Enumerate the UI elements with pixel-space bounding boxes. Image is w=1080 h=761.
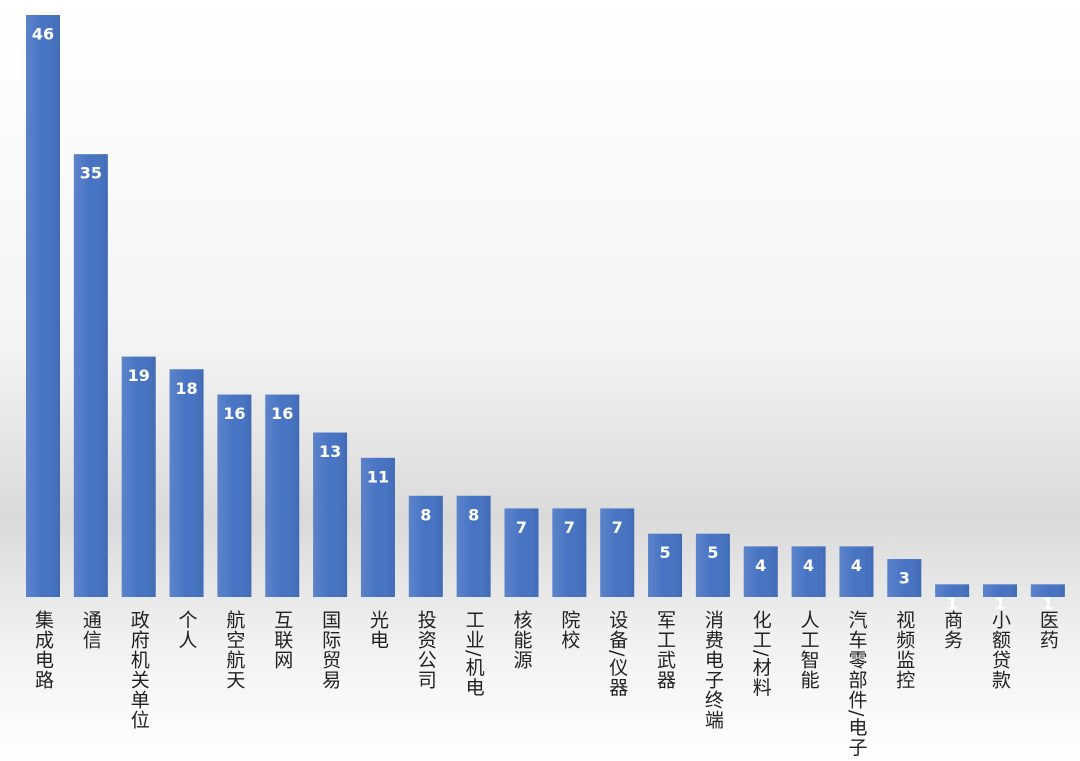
x-tick-label: 投资公司 [414,610,437,690]
x-tick-label: 光电 [366,610,389,650]
x-tick-label: 商务 [941,610,964,650]
x-tick-label: 医药 [1036,610,1059,650]
x-tick-label: 消费电子终端 [701,610,724,730]
value-label: 4 [851,556,862,575]
x-tick-label: 设备/仪器 [606,610,629,698]
x-tick-label: 政府机关单位 [127,610,150,730]
x-tick-label: 互联网 [271,610,294,670]
value-label: 19 [128,366,150,385]
value-label: 4 [755,556,766,575]
x-tick-label: 核能源 [510,610,533,670]
bar [73,154,108,597]
x-tick-label: 国际贸易 [319,610,342,690]
value-label: 4 [803,556,814,575]
value-label: 7 [516,518,527,537]
value-label: 1 [1042,594,1053,613]
x-tick-label: 军工武器 [654,610,677,690]
value-label: 7 [612,518,623,537]
value-label: 35 [80,164,102,183]
value-label: 5 [707,543,718,562]
value-label: 13 [319,442,341,461]
value-label: 46 [32,25,54,44]
bar [169,369,204,597]
x-tick-label: 视频监控 [893,610,916,690]
x-tick-label: 人工智能 [797,610,820,690]
value-label: 16 [223,404,245,423]
x-tick-label: 航空航天 [223,610,246,690]
x-tick-label: 通信 [79,610,102,650]
x-tick-label: 小额贷款 [989,610,1011,690]
x-tick-label: 汽车零部件/电子 [845,610,868,758]
value-label: 3 [899,569,910,588]
value-label: 5 [659,543,670,562]
value-label: 16 [271,404,293,423]
bar [121,356,156,597]
bar [265,394,300,597]
x-tick-label: 个人 [175,610,198,650]
bar [26,15,60,597]
x-tick-label: 工业/机电 [462,610,485,698]
value-label: 8 [420,505,431,524]
value-label: 1 [947,594,958,613]
value-label: 18 [175,379,197,398]
value-label: 1 [994,594,1005,613]
value-label: 7 [564,518,575,537]
x-tick-label: 院校 [558,610,581,650]
bar [217,394,252,597]
value-label: 11 [367,467,389,486]
value-label: 8 [468,505,479,524]
x-tick-label: 化工/材料 [749,610,772,698]
x-tick-label: 集成电路 [32,610,54,690]
